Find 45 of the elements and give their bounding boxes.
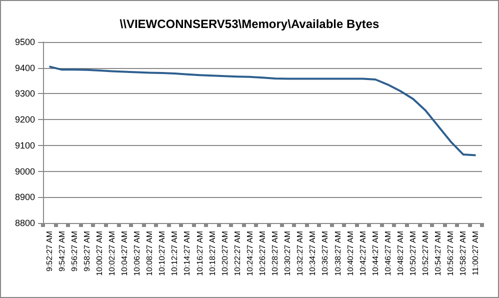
x-tick-label: 10:32:27 AM xyxy=(296,230,305,276)
x-tick-label: 10:34:27 AM xyxy=(308,230,318,276)
y-tick-label: 9400 xyxy=(14,62,35,73)
x-tick-label: 10:58:27 AM xyxy=(458,230,468,276)
y-tick-label: 9300 xyxy=(14,88,35,99)
x-tick-label: 10:14:27 AM xyxy=(182,230,192,276)
y-tick-label: 9000 xyxy=(14,166,35,176)
x-tick-label: 10:02:27 AM xyxy=(107,230,116,276)
x-tick-label: 10:52:27 AM xyxy=(421,230,430,276)
x-tick-label: 10:00:27 AM xyxy=(94,230,104,276)
x-tick-label: 10:10:27 AM xyxy=(158,230,167,276)
x-tick-label: 9:56:27 AM xyxy=(70,230,79,272)
x-tick-label: 10:56:27 AM xyxy=(446,230,456,276)
x-tick-label: 10:38:27 AM xyxy=(333,230,342,276)
x-tick-label: 10:22:27 AM xyxy=(232,230,242,276)
x-tick-label: 10:48:27 AM xyxy=(396,230,405,276)
x-tick-label: 10:12:27 AM xyxy=(170,230,180,276)
line-series xyxy=(48,66,477,156)
x-tick-label: 10:04:27 AM xyxy=(120,230,130,276)
x-tick-label: 10:42:27 AM xyxy=(358,230,368,276)
x-tick-label: 10:30:27 AM xyxy=(283,230,292,276)
x-tick-label: 10:50:27 AM xyxy=(408,230,418,276)
x-tick-label: 10:24:27 AM xyxy=(245,230,254,276)
x-tick-label: 9:58:27 AM xyxy=(82,230,92,272)
x-tick-label: 10:46:27 AM xyxy=(383,230,392,276)
y-tick-label: 8800 xyxy=(14,218,35,228)
x-tick-label: 9:52:27 AM xyxy=(44,230,54,272)
y-tick-label: 9100 xyxy=(14,140,35,150)
x-tick-label: 10:40:27 AM xyxy=(346,230,355,276)
x-tick-label: 10:36:27 AM xyxy=(320,230,330,276)
x-tick-label: 10:26:27 AM xyxy=(258,230,267,276)
chart-title: \\VIEWCONNSERV53\Memory\Available Bytes xyxy=(120,17,380,31)
y-tick-label: 8900 xyxy=(14,192,35,202)
x-tick-label: 10:28:27 AM xyxy=(270,230,280,276)
x-tick-label: 10:16:27 AM xyxy=(195,230,204,276)
x-tick-label: 10:08:27 AM xyxy=(145,230,154,276)
x-tick-label: 10:44:27 AM xyxy=(370,230,380,276)
x-tick-label: 10:54:27 AM xyxy=(434,230,443,276)
y-tick-label: 9500 xyxy=(14,37,35,47)
x-tick-label: 10:18:27 AM xyxy=(208,230,217,276)
x-tick-label: 10:06:27 AM xyxy=(132,230,142,276)
x-tick-label: 10:20:27 AM xyxy=(220,230,230,276)
y-tick-label: 9200 xyxy=(14,114,35,125)
x-tick-label: 9:54:27 AM xyxy=(57,230,66,272)
x-tick-label: 11:00:27 AM xyxy=(471,230,480,276)
